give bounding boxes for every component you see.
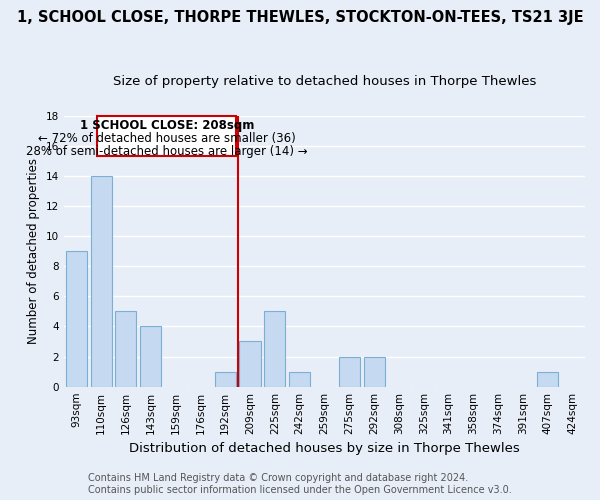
Bar xyxy=(264,312,286,386)
Bar xyxy=(140,326,161,386)
Bar xyxy=(91,176,112,386)
X-axis label: Distribution of detached houses by size in Thorpe Thewles: Distribution of detached houses by size … xyxy=(129,442,520,455)
Text: 1, SCHOOL CLOSE, THORPE THEWLES, STOCKTON-ON-TEES, TS21 3JE: 1, SCHOOL CLOSE, THORPE THEWLES, STOCKTO… xyxy=(17,10,583,25)
Bar xyxy=(215,372,236,386)
Text: Contains HM Land Registry data © Crown copyright and database right 2024.
Contai: Contains HM Land Registry data © Crown c… xyxy=(88,474,512,495)
FancyBboxPatch shape xyxy=(97,116,236,156)
Text: 1 SCHOOL CLOSE: 208sqm: 1 SCHOOL CLOSE: 208sqm xyxy=(80,120,254,132)
Bar xyxy=(339,356,360,386)
Bar xyxy=(239,342,260,386)
Bar xyxy=(289,372,310,386)
Bar xyxy=(537,372,559,386)
Bar xyxy=(66,251,87,386)
Title: Size of property relative to detached houses in Thorpe Thewles: Size of property relative to detached ho… xyxy=(113,75,536,88)
Bar xyxy=(364,356,385,386)
Bar xyxy=(115,312,136,386)
Text: ← 72% of detached houses are smaller (36): ← 72% of detached houses are smaller (36… xyxy=(38,132,296,145)
Text: 28% of semi-detached houses are larger (14) →: 28% of semi-detached houses are larger (… xyxy=(26,144,308,158)
Y-axis label: Number of detached properties: Number of detached properties xyxy=(27,158,40,344)
